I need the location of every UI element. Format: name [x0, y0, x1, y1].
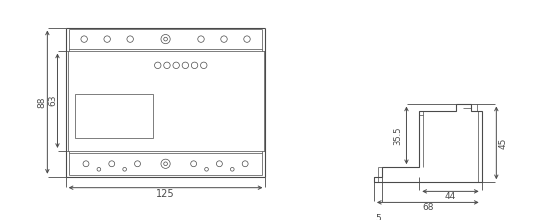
- Bar: [75, 94, 153, 138]
- Text: 5: 5: [375, 214, 381, 220]
- Text: 35.5: 35.5: [394, 126, 403, 145]
- Text: 45: 45: [498, 137, 507, 148]
- Text: 63: 63: [49, 95, 57, 106]
- Text: 44: 44: [445, 192, 456, 201]
- Text: 88: 88: [37, 96, 46, 108]
- Text: 125: 125: [156, 189, 175, 199]
- Text: 68: 68: [422, 204, 434, 213]
